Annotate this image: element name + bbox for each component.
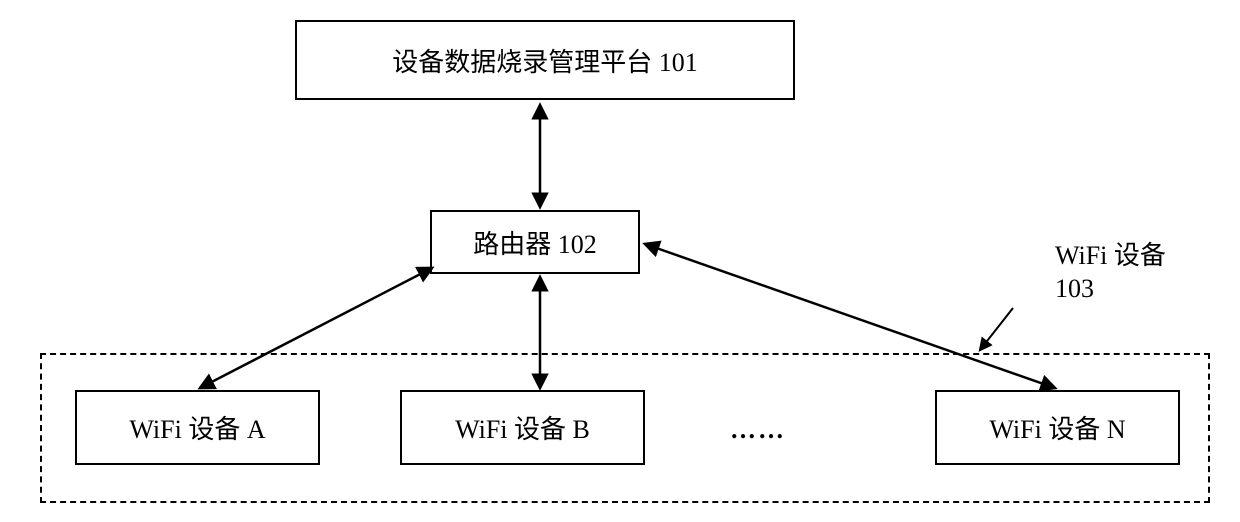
router-node: 路由器 102 [430,210,640,274]
platform-node: 设备数据烧录管理平台 101 [295,20,795,100]
router-label: 路由器 102 [473,224,597,261]
wifi-device-n-node: WiFi 设备 N [935,390,1180,465]
ellipsis-dots: …… [730,415,786,445]
group-label-pointer [980,308,1013,350]
platform-label: 设备数据烧录管理平台 101 [392,42,698,79]
wifi-device-b-node: WiFi 设备 B [400,390,645,465]
wifi-devices-group-label: WiFi 设备 103 [1055,240,1166,305]
wifi-device-a-label: WiFi 设备 A [129,409,265,446]
diagram-canvas: 设备数据烧录管理平台 101 路由器 102 WiFi 设备 A WiFi 设备… [0,0,1240,522]
wifi-device-n-label: WiFi 设备 N [989,409,1125,446]
wifi-device-b-label: WiFi 设备 B [455,409,590,446]
wifi-device-a-node: WiFi 设备 A [75,390,320,465]
